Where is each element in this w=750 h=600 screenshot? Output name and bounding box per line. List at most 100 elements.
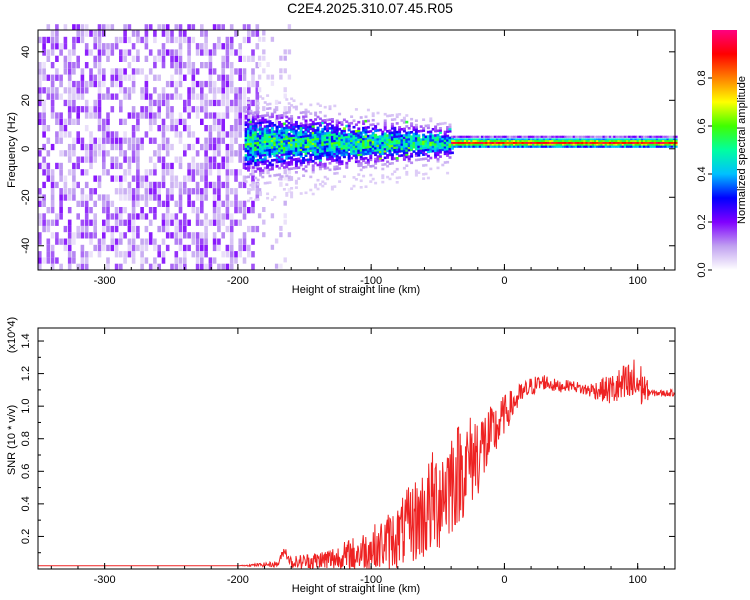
spectrogram-cell (212, 244, 217, 252)
spectrogram-cell (670, 135, 674, 138)
spectrogram-cell (436, 157, 440, 161)
spectrogram-cell (274, 118, 279, 124)
spectrogram-cell (287, 148, 291, 151)
spectrogram-cell (191, 80, 196, 88)
spectrogram-cell (275, 114, 279, 118)
spectrogram-cell (553, 142, 557, 145)
spectrogram-cell (55, 87, 59, 94)
spectrogram-cell (183, 251, 187, 258)
spectrogram-cell (170, 143, 174, 151)
spectrogram-cell (502, 140, 505, 143)
spectrogram-cell (119, 150, 123, 157)
spectrogram-cell (292, 123, 296, 126)
spectrogram-cell (292, 134, 296, 137)
spectrogram-cell (412, 141, 416, 145)
spectrogram-cell (390, 144, 394, 148)
spectrogram-cell (144, 112, 149, 119)
snr-ytick-label: 0.4 (20, 496, 32, 511)
spectrogram-cell (183, 99, 187, 107)
spectrogram-cell (42, 87, 46, 94)
spectrogram-cell (359, 135, 363, 139)
spectrogram-cell (364, 128, 368, 132)
spectrogram-cell (395, 130, 399, 134)
spectrogram-cell (457, 135, 461, 138)
spectrogram-cell (254, 150, 258, 154)
spectrogram-cell (542, 143, 546, 147)
spectrogram-cell (297, 140, 301, 143)
spectrogram-cell (249, 146, 253, 150)
spectrogram-cell (251, 146, 255, 150)
spectrogram-cell (208, 55, 213, 62)
spectrogram-cell (140, 194, 144, 201)
spectrogram-cell (221, 263, 225, 270)
spectrogram-cell (381, 145, 385, 149)
spectrogram-cell (636, 143, 640, 147)
spectrogram-cell (383, 139, 387, 142)
spectrogram-cell (388, 142, 392, 146)
spectrogram-cell (649, 142, 652, 145)
spectrogram-cell (647, 142, 650, 145)
spectrogram-cell (675, 140, 678, 143)
spectrogram-cell (247, 106, 251, 113)
spectrogram-cell (268, 107, 272, 110)
spectrogram-cell (414, 171, 418, 175)
spectrogram-cell (200, 80, 204, 88)
snr-ytick-label: 1.0 (20, 399, 32, 414)
spectrogram-cell (366, 158, 370, 162)
spectrogram-cell (93, 232, 97, 239)
spectrogram-cell (42, 257, 46, 264)
spectrogram-cell (208, 112, 213, 119)
spectrogram-cell (50, 169, 55, 176)
spectrogram-cell (234, 207, 238, 214)
spectrogram-cell (326, 118, 330, 122)
spectrogram-cell (443, 161, 447, 164)
spectrogram-cell (234, 131, 238, 138)
spectrogram-cell (292, 140, 296, 144)
spectrogram-cell (247, 151, 250, 155)
spectrogram-cell (468, 145, 471, 148)
spectrogram-cell (229, 99, 234, 107)
spectrogram-cell (187, 169, 191, 176)
spectrogram-cell (386, 147, 390, 150)
spectrogram-cell (328, 142, 332, 145)
spectrogram-cell (268, 161, 272, 165)
spectrogram-cell (579, 135, 582, 138)
spectrogram-cell (204, 238, 208, 245)
spectrogram-cell (144, 24, 149, 31)
spectrogram-cell (72, 188, 76, 195)
spectrogram-cell (287, 102, 291, 105)
spectrogram-cell (153, 207, 157, 214)
spectrogram-cell (424, 142, 428, 145)
spectrogram-cell (287, 167, 291, 171)
spectrogram-cell (623, 138, 627, 141)
spectrogram-cell (242, 181, 247, 189)
spectrogram-cell (668, 145, 672, 148)
spectrogram-cell (534, 145, 537, 148)
spectrogram-cell (378, 141, 382, 145)
spectrogram-cell (338, 162, 342, 166)
spectrogram-cell (80, 156, 85, 163)
spectrogram-cell (187, 232, 191, 239)
spectrogram-cell (208, 49, 213, 56)
spectrogram-cell (366, 147, 370, 151)
spectrogram-cell (259, 145, 262, 149)
spectrogram-cell (304, 154, 308, 157)
spectrogram-cell (523, 142, 527, 145)
spectrogram-cell (263, 118, 267, 122)
spectrogram-cell (422, 140, 426, 143)
spectrogram-cell (483, 145, 486, 148)
spectrogram-cell (666, 135, 670, 138)
spectrogram-cell (357, 149, 361, 152)
spectrogram-cell (256, 132, 260, 136)
spectrogram-cell (376, 155, 380, 158)
spectrogram-cell (304, 130, 308, 133)
spectrogram-cell (521, 140, 525, 143)
spectrogram-cell (174, 24, 179, 31)
spectrogram-cell (544, 138, 548, 141)
spectrogram-cell (84, 257, 89, 264)
spectrogram-cell (287, 150, 291, 153)
spectrogram-cell (174, 131, 179, 138)
spectrogram-cell (266, 103, 270, 106)
spectrogram-cell (80, 169, 85, 176)
spectrogram-cell (59, 74, 63, 81)
